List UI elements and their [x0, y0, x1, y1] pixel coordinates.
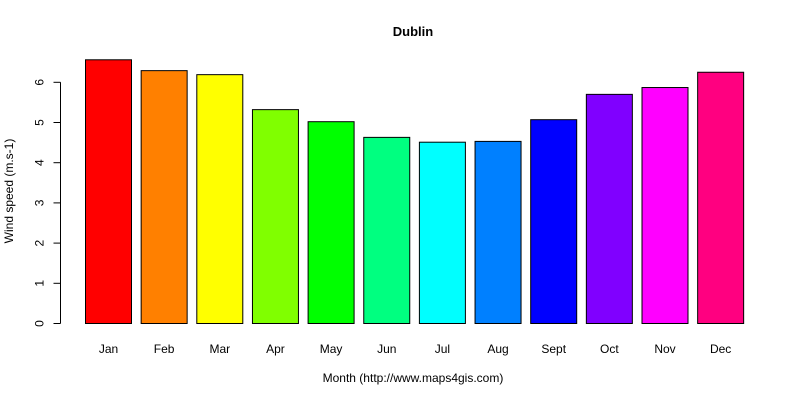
- y-tick-label: 4: [33, 159, 47, 166]
- y-axis-title: Wind speed (m.s-1): [2, 139, 16, 244]
- x-tick-label: Jun: [377, 342, 396, 356]
- x-axis-title: Month (http://www.maps4gis.com): [323, 371, 504, 385]
- x-tick-label: Aug: [487, 342, 508, 356]
- x-tick-label: Sept: [541, 342, 566, 356]
- bar-nov: [641, 87, 689, 324]
- x-tick-label: Apr: [266, 342, 285, 356]
- bar-apr: [251, 109, 299, 324]
- bar-dec: [697, 71, 745, 324]
- bar-feb: [140, 70, 188, 324]
- x-tick-label: Mar: [209, 342, 230, 356]
- x-axis-labels: Jan Feb Mar Apr May Jun Jul Aug Sept Oct Nov Dec: [99, 342, 732, 356]
- y-tick-label: 2: [33, 239, 47, 246]
- bar-may: [307, 121, 355, 324]
- bar-aug: [474, 140, 522, 324]
- x-tick-label: May: [320, 342, 343, 356]
- y-tick-label: 3: [33, 199, 47, 206]
- y-axis: 0 1 2 3 4 5 6: [33, 79, 61, 327]
- y-tick-label: 1: [33, 280, 47, 287]
- x-tick-label: Dec: [710, 342, 731, 356]
- y-tick-label: 0: [33, 320, 47, 327]
- chart-title: Dublin: [393, 24, 433, 39]
- x-tick-label: Jan: [99, 342, 118, 356]
- y-tick-label: 5: [33, 119, 47, 126]
- x-tick-label: Oct: [600, 342, 619, 356]
- y-tick-label: 6: [33, 79, 47, 86]
- bar-jan: [85, 59, 132, 325]
- x-tick-label: Feb: [154, 342, 175, 356]
- x-tick-label: Nov: [654, 342, 675, 356]
- bars: [85, 59, 745, 325]
- x-tick-label: Jul: [435, 342, 450, 356]
- bar-sept: [530, 119, 578, 324]
- bar-jul: [418, 141, 466, 324]
- bar-mar: [196, 74, 244, 324]
- bar-oct: [585, 93, 633, 324]
- bar-jun: [363, 136, 411, 324]
